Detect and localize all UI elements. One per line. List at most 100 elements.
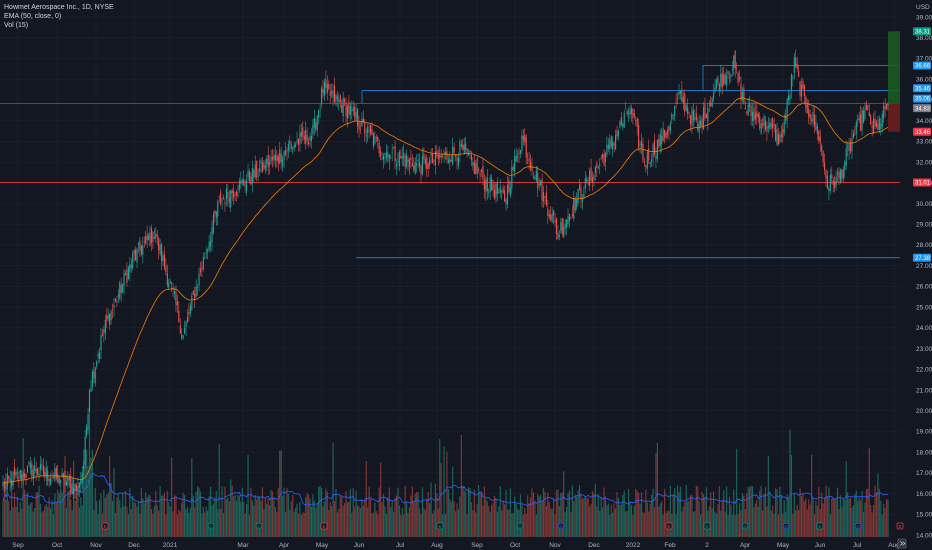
earnings-icon[interactable]: [703, 522, 711, 530]
volume-bar: [5, 499, 7, 537]
volume-bar: [114, 513, 117, 537]
event-marker-label: D: [743, 524, 747, 529]
candle-body: [599, 163, 601, 167]
candle-body: [15, 471, 17, 477]
volume-bar: [583, 498, 585, 537]
candle-body: [815, 121, 817, 130]
horizontal-levels[interactable]: [0, 65, 900, 259]
earnings-icon[interactable]: [665, 522, 673, 530]
candle-body: [214, 210, 216, 214]
dividend-icon[interactable]: [207, 522, 215, 530]
candle-body: [851, 138, 853, 152]
dividend-icon[interactable]: [516, 522, 524, 530]
candle-body: [75, 485, 78, 491]
volume-bar: [51, 500, 53, 537]
candle-body: [238, 180, 240, 191]
candle-body: [417, 159, 419, 161]
volume-bar: [459, 496, 461, 537]
candle-body: [858, 116, 860, 121]
price-axis[interactable]: USD 14.00 15.00 16.00 17.00 18.00 19.00 20.00 2…: [916, 4, 932, 539]
dividend-icon[interactable]: [255, 522, 263, 530]
dividend-icon[interactable]: [854, 522, 862, 530]
volume-bar: [42, 510, 44, 537]
earnings-icon[interactable]: [101, 522, 109, 530]
time-tick-label: Aug: [431, 542, 443, 549]
volume-bar: [571, 485, 573, 537]
volume-bar: [332, 442, 334, 537]
volume-bar: [821, 492, 823, 537]
earnings-icon[interactable]: [436, 522, 444, 530]
volume-bar: [776, 489, 778, 537]
position-stop-zone[interactable]: [888, 103, 900, 132]
candle-body: [99, 351, 101, 359]
volume-bar: [381, 502, 383, 537]
volume-bar: [679, 486, 682, 537]
volume-bar: [382, 494, 385, 537]
volume-bar: [60, 488, 62, 537]
dividend-icon[interactable]: [741, 522, 749, 530]
volume-bar: [341, 497, 343, 537]
candle-body: [81, 472, 83, 483]
candle-body: [16, 472, 18, 474]
event-marker-label: E: [705, 524, 708, 529]
candle-body: [431, 154, 434, 164]
candle-body: [231, 190, 233, 194]
candle-body: [483, 179, 485, 190]
candle-body: [83, 466, 85, 469]
volume-bar: [302, 512, 304, 537]
go-to-realtime-button[interactable]: [897, 538, 907, 549]
candle-body: [31, 463, 33, 476]
candle-body: [93, 371, 95, 379]
volume-bar: [783, 500, 785, 537]
volume-bar: [564, 512, 566, 537]
volume-bar: [294, 507, 297, 537]
candle-body: [191, 295, 193, 310]
dividend-icon[interactable]: [557, 522, 565, 530]
volume-bar: [417, 492, 419, 537]
volume-bar: [555, 490, 558, 537]
volume-bar: [290, 501, 292, 537]
candle-body: [329, 91, 331, 96]
volume-bar: [600, 496, 602, 537]
candle-body: [604, 152, 607, 162]
candle-body: [861, 109, 863, 131]
event-marker-label: E: [322, 524, 325, 529]
time-axis[interactable]: Sep Oct Nov Dec 2021 Mar Apr May Jun Jul Aug Sep Oct…: [12, 542, 900, 549]
candle-body: [571, 214, 573, 217]
earnings-icon[interactable]: [320, 522, 328, 530]
volume-bar: [737, 514, 739, 537]
time-tick-label: May: [777, 542, 790, 549]
candle-body: [192, 291, 194, 295]
earnings-icon[interactable]: [896, 522, 904, 530]
volume-bar: [351, 512, 353, 537]
position-target-zone[interactable]: [888, 31, 900, 104]
candle-body: [779, 134, 781, 142]
volume-bar: [305, 497, 307, 537]
price-tag-text: 34.83: [915, 106, 931, 112]
volume-bar: [307, 494, 310, 537]
volume-bar: [675, 514, 677, 537]
time-tick-label: Mar: [237, 542, 249, 549]
candle-body: [643, 161, 645, 163]
earnings-icon[interactable]: [816, 522, 824, 530]
candle-body: [754, 113, 756, 120]
symbol-title[interactable]: Howmet Aerospace Inc., 1D, NYSE: [4, 4, 114, 11]
volume-indicator-label[interactable]: Vol (15): [4, 22, 29, 29]
long-position-tool[interactable]: [888, 31, 900, 132]
candle-body: [505, 199, 507, 205]
volume-bar: [689, 495, 692, 537]
volume-bar: [258, 497, 261, 537]
dividend-icon[interactable]: [782, 522, 790, 530]
candle-body: [11, 480, 13, 487]
candle-body: [470, 154, 472, 161]
volume-bars: [2, 402, 889, 537]
volume-bar: [250, 487, 252, 537]
candle-body: [574, 198, 576, 211]
candle-body: [309, 136, 311, 141]
time-tick-label: Oct: [52, 542, 62, 549]
ema-indicator-label[interactable]: EMA (50, close, 0): [4, 13, 62, 20]
candle-body: [675, 101, 677, 104]
volume-bar: [196, 486, 199, 537]
